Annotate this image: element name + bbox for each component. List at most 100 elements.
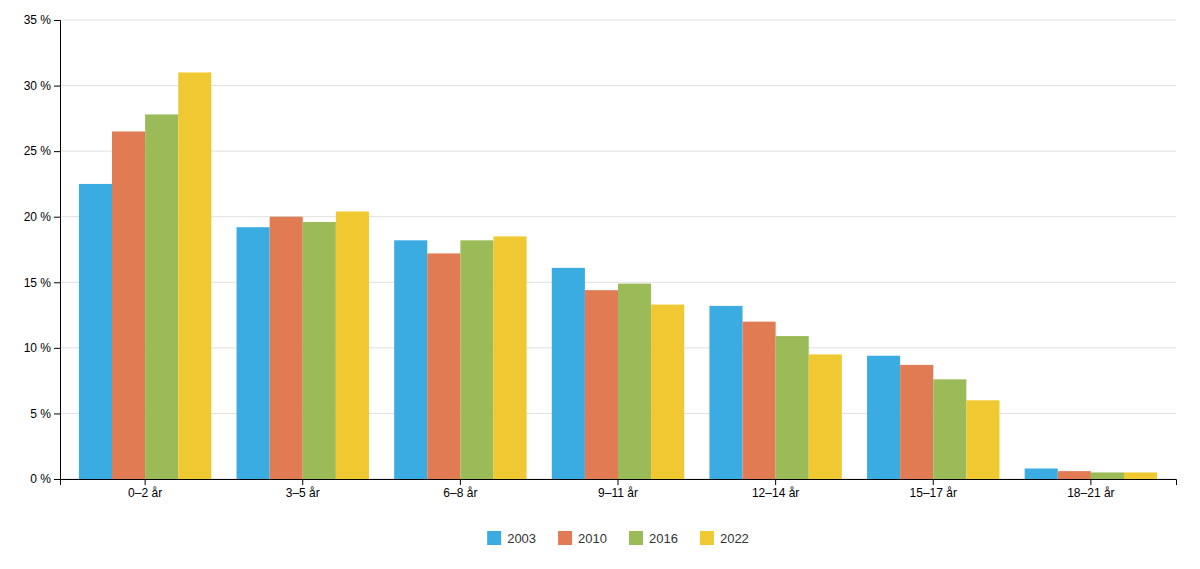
legend-swatch — [558, 531, 572, 545]
y-tick-mark — [54, 413, 60, 414]
x-tick: 6–8 år — [443, 479, 477, 500]
y-tick-label: 30 % — [24, 79, 52, 93]
bar — [112, 131, 145, 479]
legend-item: 2022 — [700, 531, 749, 546]
grid-line — [60, 20, 1176, 21]
y-tick: 35 % — [24, 13, 60, 27]
bar — [1025, 469, 1058, 479]
bar — [743, 322, 776, 479]
x-tick: 12–14 år — [752, 479, 799, 500]
bar — [933, 379, 966, 479]
bar — [585, 290, 618, 479]
y-tick-label: 5 % — [30, 407, 51, 421]
x-tick-label: 12–14 år — [752, 486, 799, 500]
grid-line — [60, 85, 1176, 86]
grid — [60, 20, 1176, 479]
bar — [709, 306, 742, 479]
x-tick-mark — [618, 479, 619, 485]
y-tick: 10 % — [24, 341, 60, 355]
y-tick-label: 0 % — [30, 472, 51, 486]
legend-label: 2022 — [720, 531, 749, 546]
bar — [394, 240, 427, 479]
grid-line — [60, 282, 1176, 283]
legend-swatch — [487, 531, 501, 545]
x-tick-label: 18–21 år — [1067, 486, 1114, 500]
x-tick: 9–11 år — [598, 479, 638, 500]
chart: 0 % 5 % 10 % 15 % 20 % 25 % 30 % 35 % 0–2 år 3–5 … — [0, 0, 1200, 569]
x-tick: 3–5 år — [286, 479, 320, 500]
legend-swatch — [700, 531, 714, 545]
bar — [1058, 471, 1091, 479]
x-tick-mark — [145, 479, 146, 485]
bar — [145, 114, 178, 479]
y-tick: 25 % — [24, 144, 60, 158]
x-tick-mark — [460, 479, 461, 485]
grid-line — [60, 151, 1176, 152]
axis-line — [54, 21, 61, 480]
bar — [79, 184, 112, 479]
bar — [237, 227, 270, 479]
legend-item: 2003 — [487, 531, 536, 546]
x-tick: 15–17 år — [910, 479, 957, 500]
plot-area: 0 % 5 % 10 % 15 % 20 % 25 % 30 % 35 % 0–2 år 3–5 … — [24, 13, 1177, 499]
y-tick-label: 25 % — [24, 144, 52, 158]
bar-series — [79, 184, 1058, 479]
bar — [809, 354, 842, 479]
x-tick-mark — [933, 479, 934, 485]
bar — [493, 236, 526, 479]
y-tick-mark — [54, 151, 60, 152]
x-tick-label: 3–5 år — [286, 486, 320, 500]
y-tick-mark — [54, 282, 60, 283]
x-tick-label: 15–17 år — [910, 486, 957, 500]
bar — [427, 253, 460, 479]
x-tick: 0–2 år — [128, 479, 162, 500]
legend-label: 2010 — [578, 531, 607, 546]
x-tick-mark — [1090, 479, 1091, 485]
y-tick-mark — [54, 348, 60, 349]
x-tick-mark — [302, 479, 303, 485]
x-tick-label: 6–8 år — [443, 486, 477, 500]
y-tick: 0 % — [30, 472, 60, 486]
bar — [336, 211, 369, 479]
legend-label: 2016 — [649, 531, 678, 546]
y-tick-mark — [54, 86, 60, 87]
bar — [270, 217, 303, 479]
bar — [1124, 472, 1157, 479]
bar — [776, 336, 809, 479]
bar — [651, 305, 684, 479]
y-tick-label: 15 % — [24, 276, 52, 290]
bar-series — [178, 72, 1157, 479]
legend-swatch — [629, 531, 643, 545]
bars — [79, 72, 1157, 479]
bar — [966, 400, 999, 479]
y-axis: 0 % 5 % 10 % 15 % 20 % 25 % 30 % 35 % — [24, 13, 61, 486]
legend-item: 2010 — [558, 531, 607, 546]
bar-series — [145, 114, 1124, 479]
bar — [178, 72, 211, 479]
bar-series — [112, 131, 1091, 479]
y-tick: 5 % — [30, 407, 60, 421]
y-tick-mark — [54, 479, 60, 480]
x-tick-mark — [775, 479, 776, 485]
bar — [1091, 472, 1124, 479]
x-tick: 18–21 år — [1067, 479, 1114, 500]
bar — [460, 240, 493, 479]
axis-line — [61, 480, 1177, 486]
y-tick: 15 % — [24, 276, 60, 290]
y-tick-label: 35 % — [24, 13, 52, 27]
legend-item: 2016 — [629, 531, 678, 546]
bar — [900, 365, 933, 479]
legend: 2003 2010 2016 2022 — [487, 531, 749, 546]
y-tick-mark — [54, 217, 60, 218]
y-tick: 20 % — [24, 210, 60, 224]
bar — [303, 222, 336, 479]
legend-label: 2003 — [507, 531, 536, 546]
x-tick-label: 0–2 år — [128, 486, 162, 500]
bar — [618, 284, 651, 479]
bar — [867, 356, 900, 479]
grid-line — [60, 216, 1176, 217]
bar — [552, 268, 585, 479]
y-tick-label: 20 % — [24, 210, 52, 224]
y-tick: 30 % — [24, 79, 60, 93]
y-tick-label: 10 % — [24, 341, 52, 355]
